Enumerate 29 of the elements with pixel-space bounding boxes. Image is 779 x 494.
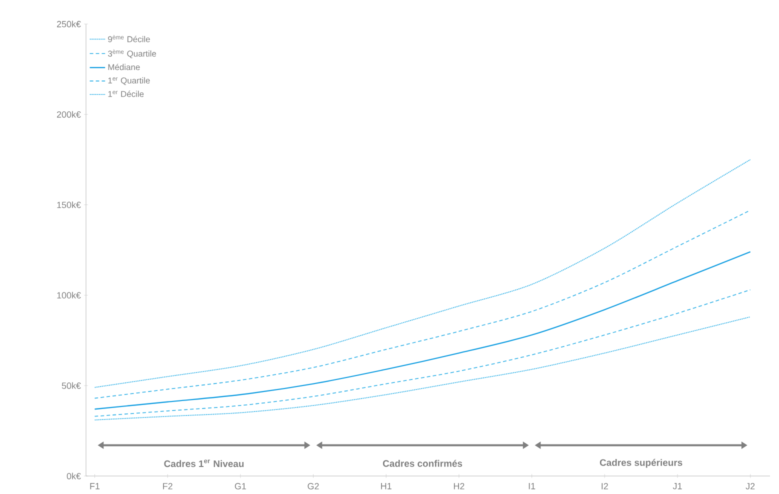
line-series (94, 316, 751, 420)
y-tick-label: 150k€ (57, 202, 81, 208)
x-tick-label: I1 (528, 483, 536, 490)
x-tick-label: J1 (672, 483, 682, 490)
x-tick-label: G1 (234, 483, 246, 490)
x-tick-label: J2 (746, 483, 755, 490)
legend-label: 1$^{er}$ Quartile (108, 77, 150, 86)
x-tick-label: H1 (381, 483, 392, 490)
x-tick-label: I2 (602, 483, 608, 490)
legend-label: 3$^{ème}$ Quartile (108, 49, 156, 58)
line-series (94, 251, 751, 410)
line-series (94, 289, 751, 417)
x-tick-label: F1 (90, 483, 100, 490)
line-series (94, 159, 751, 388)
y-tick-label: 250k€ (57, 20, 81, 28)
legend-label: 9$^{ème}$ Décile (108, 34, 150, 42)
annotation: Cadres supérieurs (600, 458, 682, 468)
line-series (94, 210, 751, 399)
annotation: Cadres confirmés (382, 460, 462, 467)
x-tick-label: G2 (308, 483, 319, 490)
x-tick-label: H2 (454, 483, 464, 490)
y-tick-label: 0k€ (66, 472, 81, 480)
y-tick-label: 200k€ (57, 111, 81, 118)
legend-label: Médiane (108, 64, 140, 70)
legend-label: 1$^{er}$ Décile (108, 90, 144, 97)
y-tick-label: 50k€ (62, 382, 81, 389)
x-tick-label: F2 (163, 483, 172, 490)
annotation: Cadres 1$^{er}$ Niveau (164, 460, 244, 468)
y-tick-label: 100k€ (57, 292, 81, 298)
